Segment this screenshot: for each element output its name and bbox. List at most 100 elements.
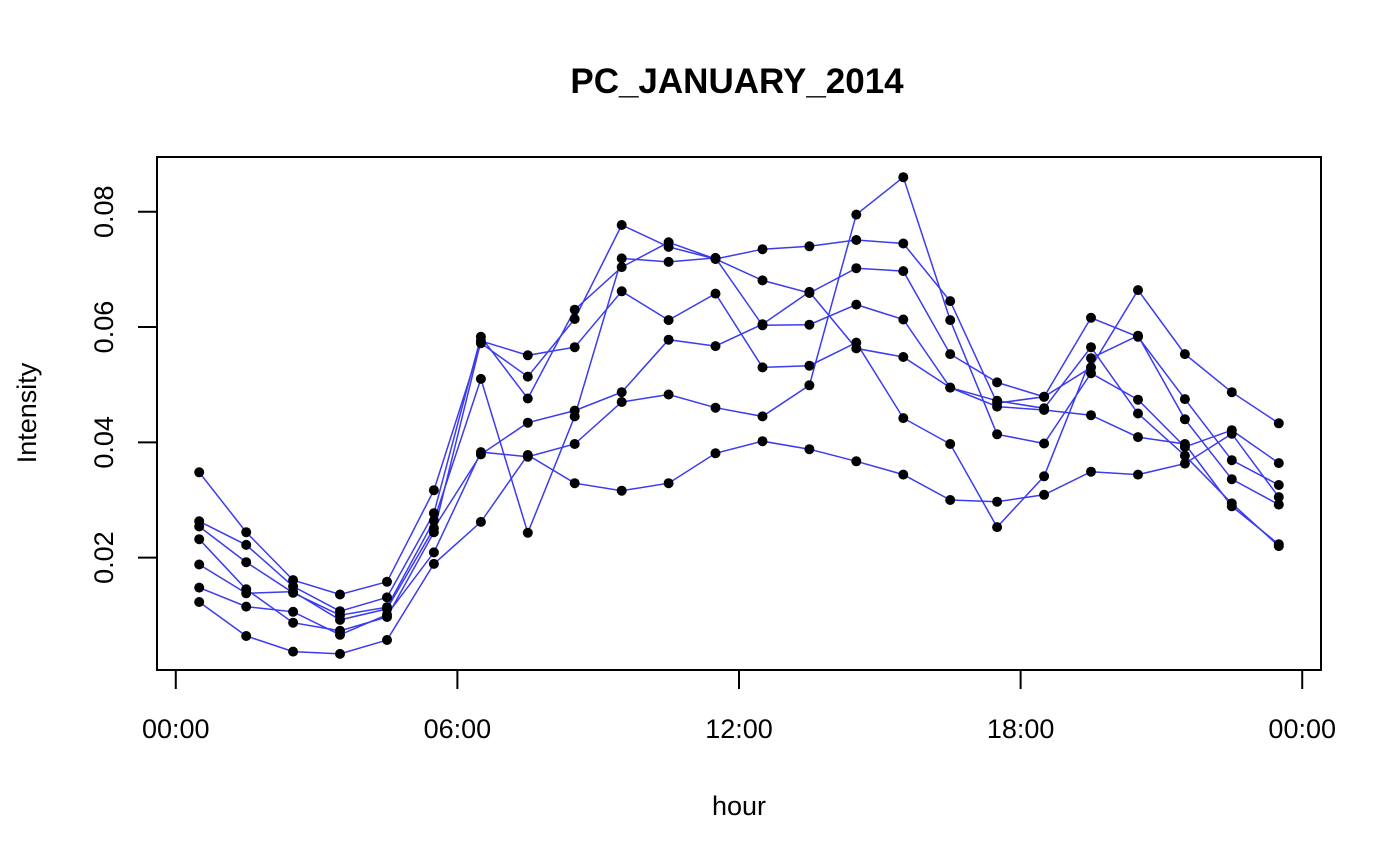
data-point <box>428 485 439 496</box>
data-point <box>616 262 627 273</box>
data-point <box>757 275 768 286</box>
data-point <box>569 304 580 315</box>
y-tick-label: 0.04 <box>89 416 119 469</box>
data-point <box>663 334 674 345</box>
data-point <box>522 350 533 361</box>
data-point <box>710 448 721 459</box>
data-point <box>1086 342 1096 353</box>
data-point <box>1086 312 1096 323</box>
data-point <box>1273 499 1284 510</box>
data-point <box>616 485 627 496</box>
data-point <box>241 631 252 641</box>
data-point <box>1179 458 1190 469</box>
series-line-7 <box>198 432 1280 655</box>
data-point <box>475 373 486 384</box>
data-point <box>710 252 721 263</box>
data-point <box>288 646 299 657</box>
data-point <box>1133 408 1143 419</box>
x-tick-label: 12:00 <box>705 714 773 744</box>
data-point <box>898 352 909 362</box>
data-point <box>804 319 815 330</box>
series-line-3 <box>198 257 1280 616</box>
data-point <box>241 588 252 599</box>
data-point <box>569 314 580 324</box>
data-point <box>945 495 956 505</box>
data-point <box>569 342 580 353</box>
data-point <box>1086 353 1096 364</box>
data-point <box>475 447 486 458</box>
data-point <box>1226 387 1237 398</box>
data-point <box>335 614 345 625</box>
data-point <box>945 349 956 360</box>
data-point <box>241 557 252 568</box>
data-point <box>663 315 674 326</box>
data-point <box>1179 441 1190 452</box>
data-point <box>663 389 674 400</box>
data-point <box>241 527 252 538</box>
data-point <box>428 547 439 558</box>
data-point <box>194 467 205 478</box>
data-point <box>663 256 674 267</box>
data-point <box>1273 539 1284 550</box>
data-point <box>898 238 909 249</box>
data-point <box>898 172 909 183</box>
data-point <box>851 209 862 220</box>
data-point <box>1039 471 1050 482</box>
data-point <box>194 559 205 570</box>
data-point <box>335 589 345 600</box>
data-point <box>945 439 956 449</box>
data-point <box>1179 349 1190 360</box>
data-point <box>804 241 815 252</box>
data-point <box>241 601 252 612</box>
data-point <box>1179 414 1190 425</box>
data-point <box>710 341 721 352</box>
data-point <box>522 371 533 382</box>
series-points <box>194 172 1284 659</box>
data-point <box>992 377 1003 388</box>
plot-frame <box>156 156 1322 671</box>
data-point <box>522 527 533 538</box>
data-point <box>288 617 299 628</box>
data-point <box>1273 480 1284 490</box>
data-point <box>522 450 533 460</box>
data-point <box>428 558 439 569</box>
data-point <box>992 429 1003 440</box>
data-point <box>1273 458 1284 469</box>
y-tick-label: 0.08 <box>89 185 119 238</box>
data-point <box>757 319 768 330</box>
data-point <box>1039 391 1050 402</box>
data-point <box>1226 474 1237 485</box>
y-tick-label: 0.06 <box>89 301 119 354</box>
data-point <box>898 266 909 277</box>
data-point <box>945 382 956 393</box>
data-point <box>382 592 392 603</box>
series-line-2 <box>198 239 1280 613</box>
data-point <box>1179 450 1190 461</box>
data-point <box>335 629 345 640</box>
data-point <box>757 244 768 255</box>
data-point <box>569 439 580 449</box>
data-point <box>1039 438 1050 449</box>
data-point <box>1039 489 1050 500</box>
data-point <box>898 413 909 424</box>
data-point <box>1086 410 1096 421</box>
data-point <box>1039 405 1050 415</box>
data-point <box>428 523 439 534</box>
data-point <box>804 444 815 455</box>
data-point <box>992 401 1003 412</box>
data-point <box>851 456 862 467</box>
data-point <box>1273 492 1284 503</box>
series-lines <box>198 175 1280 655</box>
data-point <box>616 387 627 398</box>
data-point <box>616 397 627 407</box>
data-point <box>757 436 768 447</box>
data-point <box>194 521 205 532</box>
data-point <box>757 411 768 422</box>
data-point <box>945 315 956 326</box>
data-point <box>710 288 721 299</box>
data-point <box>992 522 1003 533</box>
data-point <box>710 402 721 413</box>
y-tick-label: 0.02 <box>89 531 119 584</box>
x-axis-label: hour <box>712 791 766 821</box>
